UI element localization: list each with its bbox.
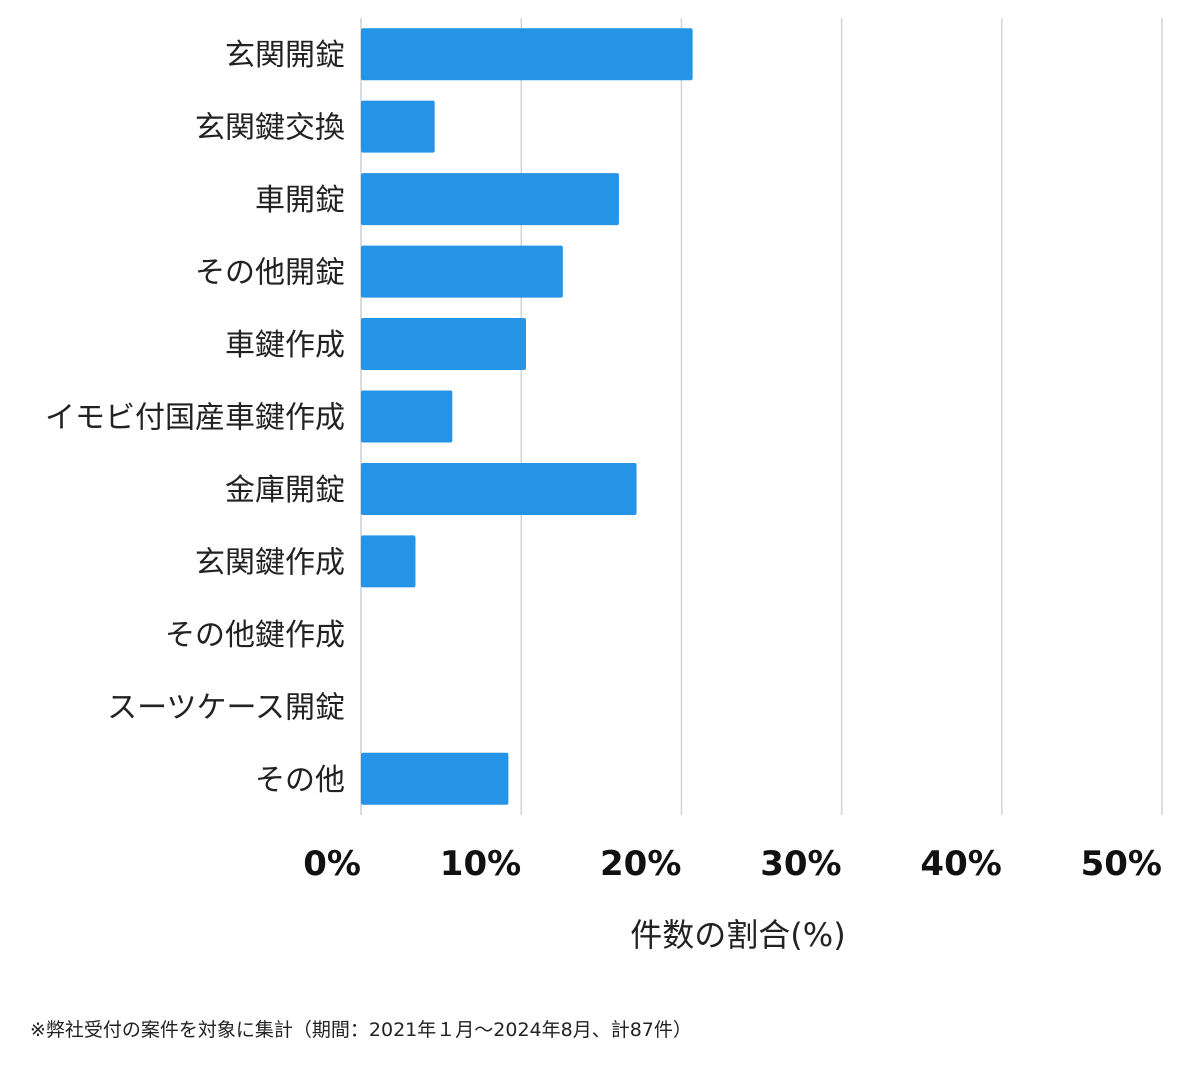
x-tick-labels: 0% 10% 20% 30% 40% 50% <box>303 844 1162 884</box>
bars <box>361 28 693 805</box>
category-label: 玄関鍵作成 <box>195 545 345 580</box>
bar <box>361 462 637 515</box>
bar-chart: 玄関開錠玄関鍵交換車開錠その他開錠車鍵作成イモビ付国産車鍵作成金庫開錠玄関鍵作成… <box>45 18 1163 954</box>
category-label: 車開錠 <box>255 183 345 218</box>
category-label: 車鍵作成 <box>225 328 345 363</box>
x-tick-label: 20% <box>600 844 681 884</box>
category-label: イモビ付国産車鍵作成 <box>45 401 345 436</box>
category-label: 玄関鍵交換 <box>195 111 345 146</box>
bar <box>361 100 435 153</box>
bar <box>361 752 509 805</box>
x-axis-title: 件数の割合(%) <box>630 916 845 954</box>
category-label: スーツケース開錠 <box>107 690 345 725</box>
footnote: ※弊社受付の案件を対象に集計（期間：2021年１月〜2024年8月、計87件） <box>30 1019 692 1041</box>
bar <box>361 28 693 81</box>
x-tick-label: 0% <box>303 844 361 884</box>
x-tick-label: 10% <box>440 844 521 884</box>
grid-lines <box>360 18 1163 815</box>
bar <box>361 173 619 226</box>
category-label: 玄関開錠 <box>225 38 345 73</box>
bar <box>361 390 453 443</box>
category-label: その他鍵作成 <box>165 618 345 653</box>
x-tick-label: 50% <box>1081 844 1162 884</box>
bar <box>361 245 563 298</box>
x-tick-label: 30% <box>760 844 841 884</box>
category-label: その他 <box>255 763 345 798</box>
bar <box>361 318 527 371</box>
x-tick-label: 40% <box>920 844 1001 884</box>
bar <box>361 535 416 588</box>
category-label: その他開錠 <box>195 256 345 291</box>
category-labels: 玄関開錠玄関鍵交換車開錠その他開錠車鍵作成イモビ付国産車鍵作成金庫開錠玄関鍵作成… <box>45 38 345 798</box>
category-label: 金庫開錠 <box>225 473 345 508</box>
